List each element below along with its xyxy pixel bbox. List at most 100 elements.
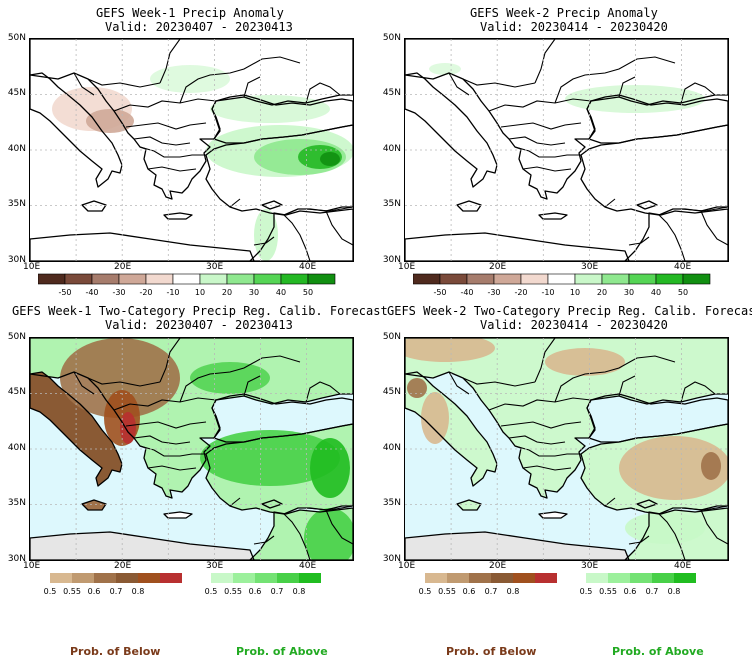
country-border (658, 513, 686, 560)
colorbar-tick-label: 50 (303, 288, 313, 297)
colorbar-tick-label: 0.7 (271, 587, 284, 596)
colorbar-tick-label: -40 (85, 288, 98, 297)
p3-lat-40n: 40N (7, 443, 26, 453)
coastline (624, 507, 728, 560)
colorbar-tick-label: 0.6 (88, 587, 101, 596)
country-border (618, 76, 636, 98)
coastline (261, 499, 283, 509)
colorbar-tick-label: 0.7 (646, 587, 659, 596)
p3-lat-50n: 50N (7, 332, 26, 342)
colorbar-swatch (226, 273, 255, 285)
country-border (500, 421, 582, 429)
country-border (253, 535, 275, 545)
p4-lon-30e: 30E (581, 561, 599, 571)
week1-anomaly-map-svg (30, 39, 353, 261)
coastline (163, 511, 193, 519)
panel4-title: GEFS Week-2 Two-Category Precip Reg. Cal… (387, 304, 752, 318)
country-border (305, 82, 341, 104)
country-border (73, 371, 95, 395)
country-border (147, 465, 197, 471)
coastline (249, 208, 353, 261)
country-border (522, 166, 572, 172)
colorbar-tick-label: 40 (276, 288, 286, 297)
colorbar-swatch (682, 273, 711, 285)
p1-lon-40e: 40E (299, 262, 317, 272)
p2-lat-40n: 40N (382, 144, 401, 154)
p2-lat-30n: 30N (382, 255, 401, 265)
p1-lat-35n: 35N (7, 199, 26, 209)
wet-anomaly-alps (429, 63, 461, 75)
colorbar-tick-label: 50 (678, 288, 688, 297)
panel1-title: GEFS Week-1 Precip Anomaly (96, 6, 284, 20)
wet-anomaly-romania (150, 65, 230, 93)
colorbar-tick-label: 0.8 (293, 587, 306, 596)
country-border (179, 56, 301, 104)
above-prob-anatolia (200, 430, 340, 486)
country-border (488, 98, 592, 112)
colorbar-swatch (628, 273, 657, 285)
country-border (325, 210, 353, 246)
colorbar-swatch (652, 573, 674, 583)
colorbar-tick-label: 40 (651, 288, 661, 297)
p2-lat-35n: 35N (382, 199, 401, 209)
land-levant (625, 209, 728, 261)
p4-lon-20e: 20E (489, 561, 507, 571)
anomaly-colorbar-week2: -50 -40 -30 -20 -10 10 20 30 40 50 (413, 273, 711, 297)
country-border (113, 397, 217, 411)
colorbar-tick-label: 0.5 (44, 587, 56, 596)
colorbar-swatch (425, 573, 447, 583)
colorbar-swatch (255, 573, 277, 583)
coastline (405, 531, 630, 560)
p4-lat-50n: 50N (382, 332, 401, 342)
country-border (147, 166, 197, 172)
colorbar-tick-label: 20 (222, 288, 232, 297)
coastline (30, 72, 123, 188)
country-border (305, 505, 353, 511)
prob-below-label-week2: Prob. of Below (446, 645, 537, 658)
colorbar-swatch (211, 573, 233, 583)
colorbar-swatch (116, 573, 138, 583)
country-border (680, 206, 728, 212)
coastline (30, 39, 353, 200)
prob-below-label-week1: Prob. of Below (70, 645, 161, 658)
week1-anomaly-map (29, 38, 354, 262)
country-border (700, 509, 728, 545)
colorbar-swatch (199, 273, 228, 285)
country-border (554, 56, 676, 104)
above-colorbar-week2: 0.5 0.55 0.6 0.7 0.8 (580, 573, 696, 596)
colorbar-swatch (608, 573, 630, 583)
panel3-valid: Valid: 20230407 - 20230413 (105, 318, 293, 332)
country-border (462, 78, 536, 88)
p1-lon-10e: 10E (23, 262, 41, 272)
panel3-title: GEFS Week-1 Two-Category Precip Reg. Cal… (12, 304, 388, 318)
above-prob-land (405, 338, 728, 498)
country-border (500, 122, 582, 130)
coastline (636, 499, 658, 509)
country-border (87, 78, 161, 88)
below-prob-east (701, 452, 721, 480)
p3-lat-30n: 30N (7, 554, 26, 564)
p4-lon-40e: 40E (674, 561, 692, 571)
coastline (81, 499, 107, 511)
colorbar-swatch (469, 573, 491, 583)
coastline (163, 212, 193, 220)
coastline (30, 531, 255, 560)
colorbar-swatch (72, 573, 94, 583)
country-border (87, 377, 161, 387)
colorbar-swatch (172, 273, 201, 285)
country-border (658, 214, 686, 261)
colorbar-swatch (466, 273, 495, 285)
country-border (133, 435, 191, 445)
coastline (624, 208, 728, 261)
colorbar-tick-label: 0.55 (63, 587, 81, 596)
country-border (628, 236, 650, 246)
week1-probability-map-svg (30, 338, 353, 560)
country-border (462, 377, 536, 387)
colorbar-tick-label: 0.7 (485, 587, 498, 596)
colorbar-swatch (118, 273, 147, 285)
country-border (618, 375, 636, 397)
colorbar-tick-label: 0.6 (249, 587, 262, 596)
coastline (211, 393, 353, 443)
country-border (448, 72, 470, 96)
colorbar-swatch (91, 273, 120, 285)
